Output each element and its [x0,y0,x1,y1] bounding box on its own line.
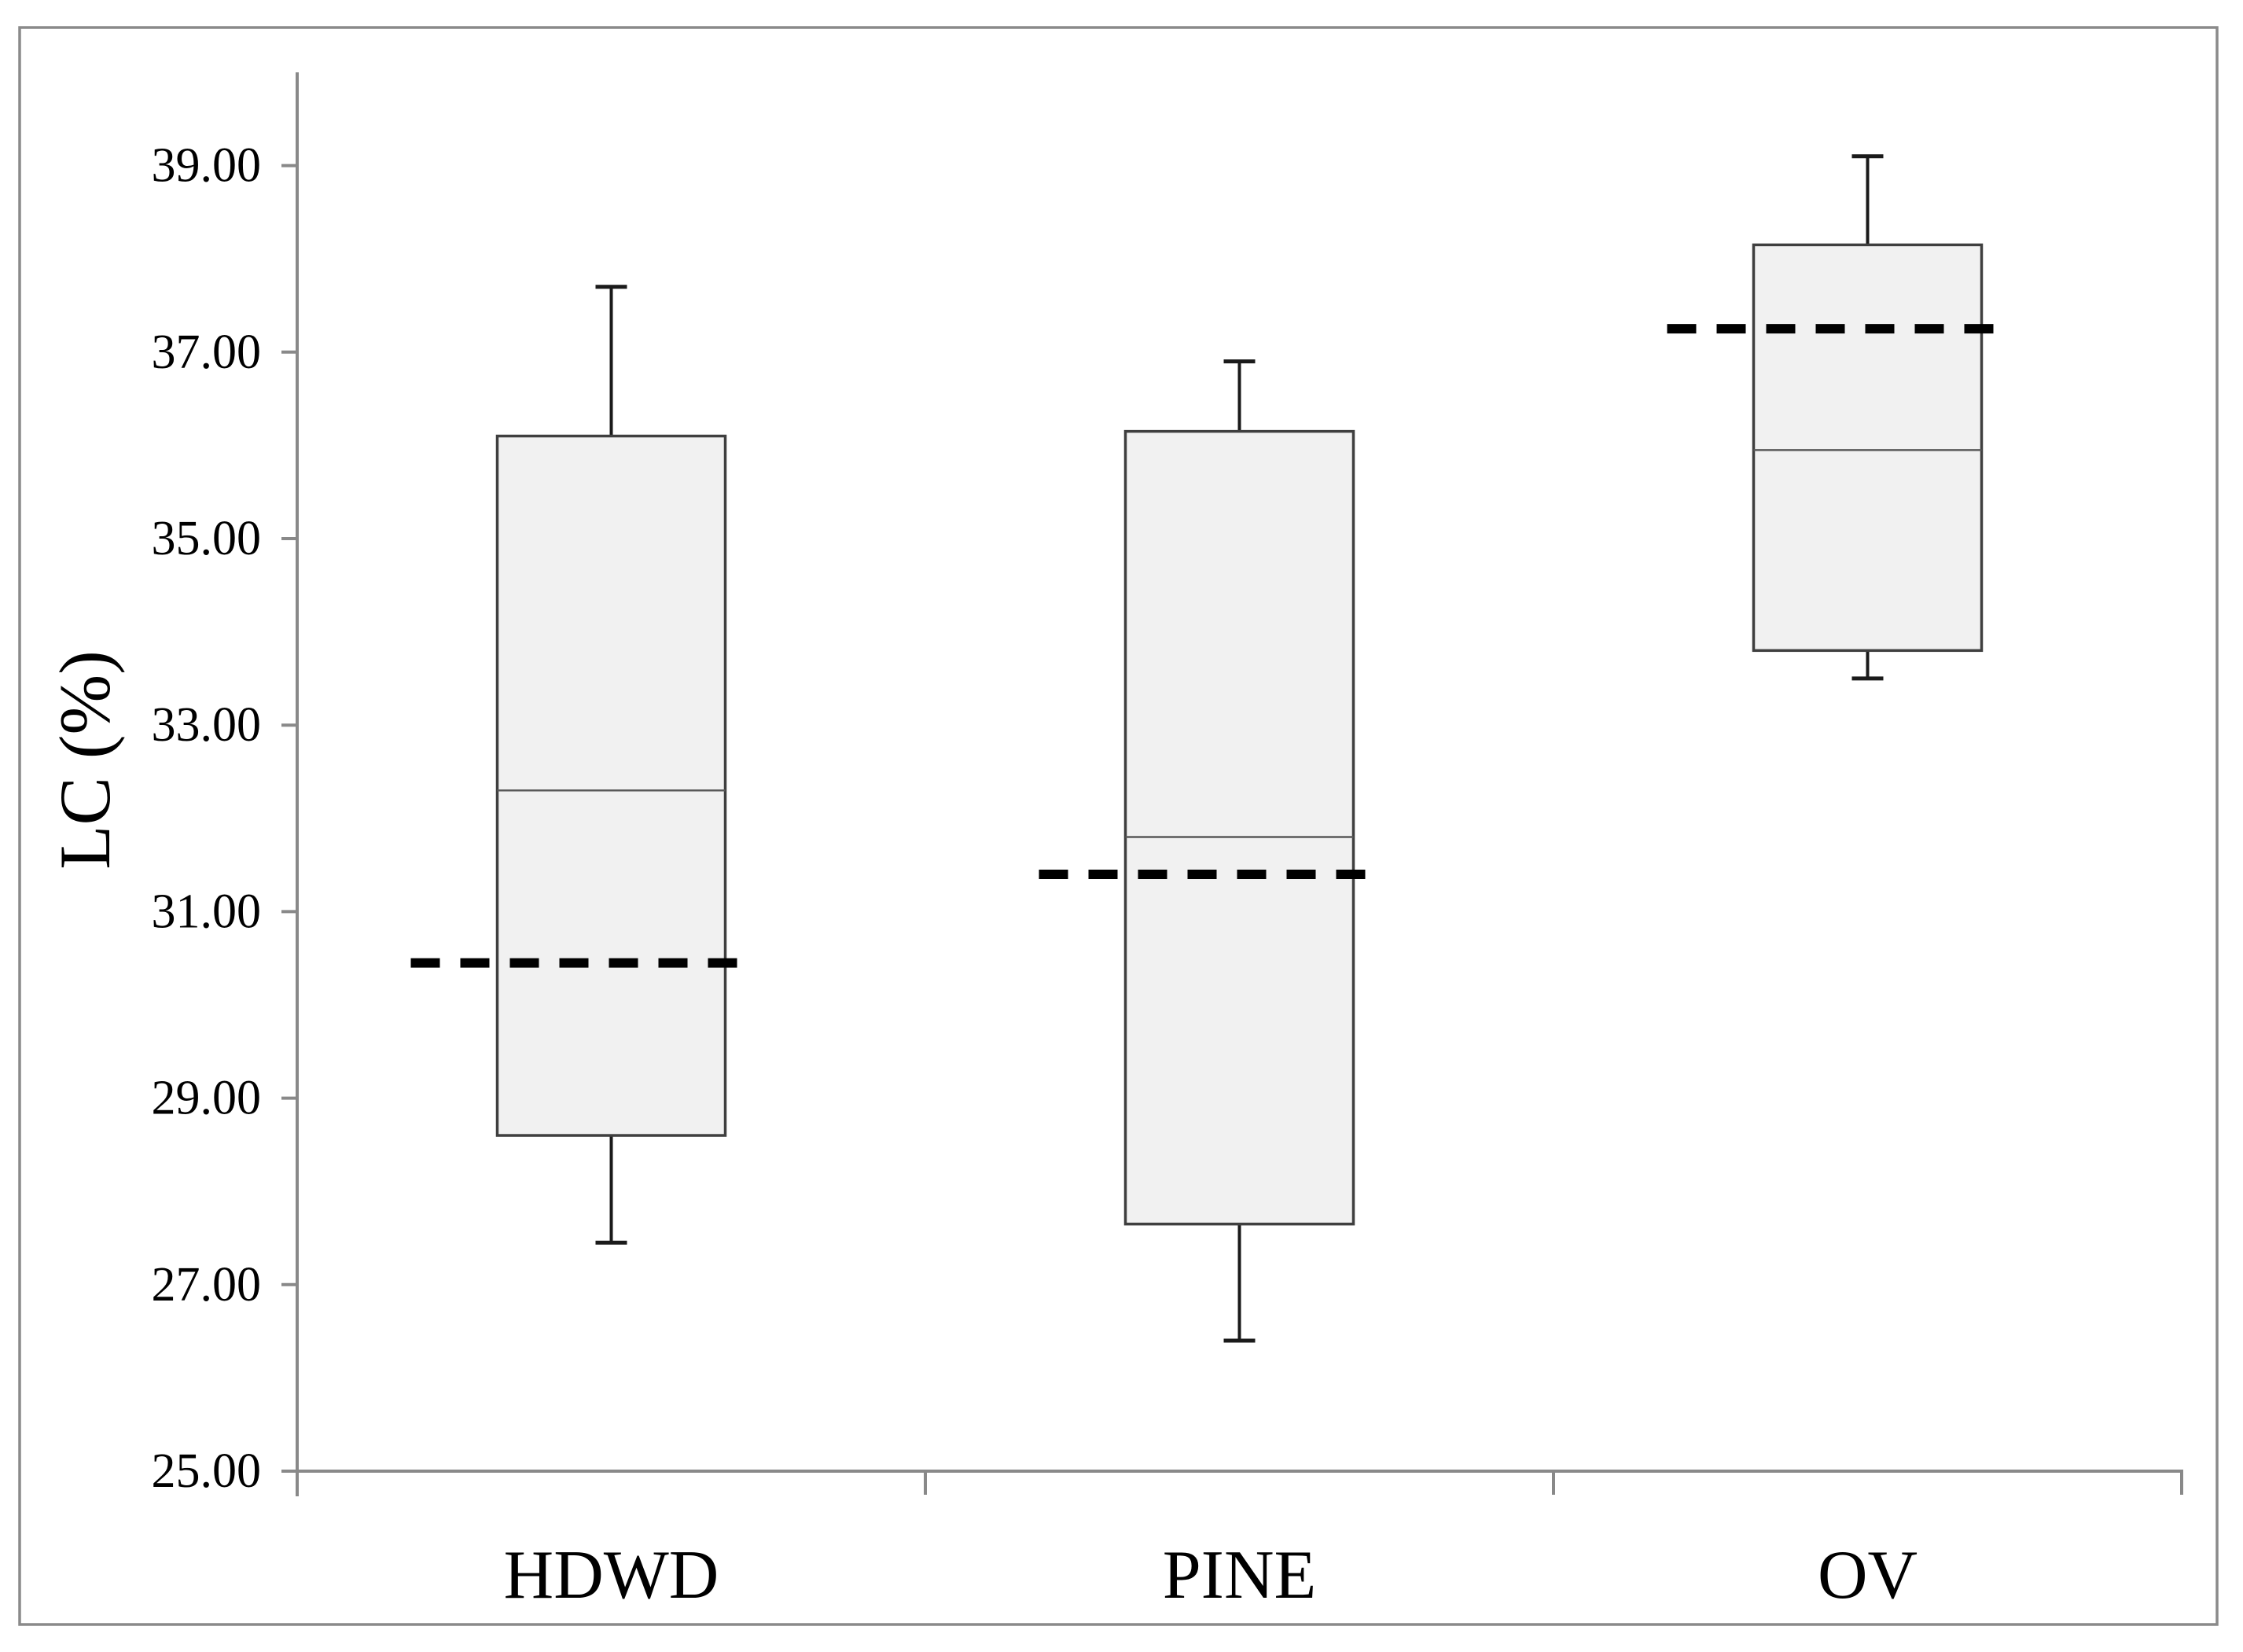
y-tick-label: 27.00 [152,1258,262,1312]
x-category-label-pine: PINE [1163,1537,1317,1613]
y-tick-label: 25.00 [152,1444,262,1498]
y-tick-label: 31.00 [152,885,262,938]
iqr-box-pine [1123,429,1355,1226]
y-tick-label: 35.00 [152,512,262,565]
x-category-label-ov: OV [1818,1537,1918,1613]
y-axis-title: LC (%) [45,650,125,869]
y-tick-label: 39.00 [152,139,262,193]
y-tick-label: 29.00 [152,1072,262,1125]
figure-border [18,26,2219,1626]
y-tick-label: 33.00 [152,698,262,752]
iqr-box-hdwd [495,434,727,1137]
y-tick-label: 37.00 [152,326,262,379]
iqr-box-ov [1752,243,1984,653]
x-category-label-hdwd: HDWD [504,1537,719,1613]
